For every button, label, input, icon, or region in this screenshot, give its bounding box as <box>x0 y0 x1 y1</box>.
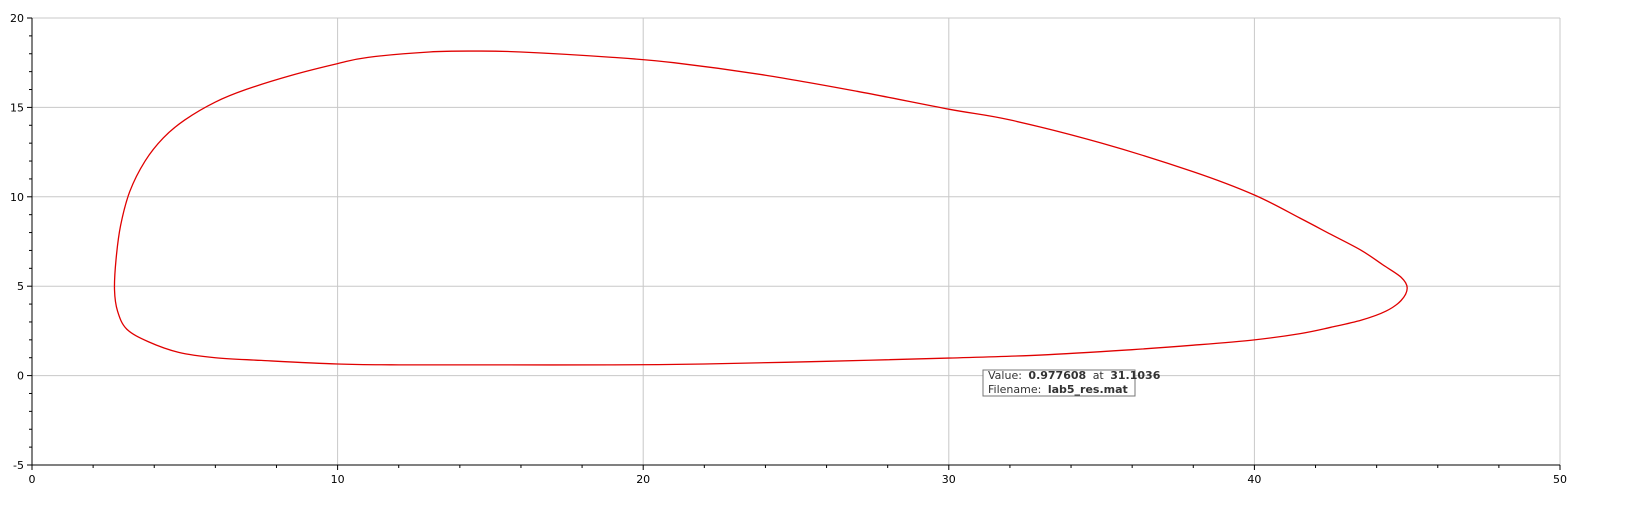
x-tick-label: 30 <box>942 473 956 486</box>
tooltip-value: 0.977608 <box>1028 369 1086 382</box>
y-tick-label: 20 <box>10 12 24 25</box>
tooltip-at-label: at <box>1093 369 1105 382</box>
grid-lines <box>32 17 1561 465</box>
tick-marks <box>27 17 1561 470</box>
tick-labels: 0 10 20 30 40 50 -5 0 5 10 15 20 <box>10 12 1567 486</box>
tooltip: Value: 0.977608 at 31.1036 Filename: lab… <box>982 369 1161 397</box>
x-tick-label: 10 <box>331 473 345 486</box>
y-tick-label: -5 <box>13 459 24 472</box>
axes <box>31 18 1560 466</box>
x-tick-label: 40 <box>1247 473 1261 486</box>
y-tick-label: 0 <box>17 370 24 383</box>
x-tick-label: 50 <box>1553 473 1567 486</box>
y-tick-label: 10 <box>10 191 24 204</box>
curve-layer <box>113 50 1408 366</box>
x-tick-label: 20 <box>636 473 650 486</box>
tooltip-filename-label: Filename: <box>988 383 1041 396</box>
series-line <box>113 50 1408 366</box>
y-tick-label: 5 <box>17 280 24 293</box>
tooltip-value-line: Value: 0.977608 at 31.1036 <box>988 369 1161 382</box>
tooltip-filename-line: Filename: lab5_res.mat <box>988 383 1128 396</box>
y-tick-label: 15 <box>10 101 24 114</box>
tooltip-filename: lab5_res.mat <box>1048 383 1128 396</box>
tooltip-value-label: Value: <box>988 369 1022 382</box>
tooltip-box <box>982 369 1136 397</box>
tooltip-at-value: 31.1036 <box>1110 369 1160 382</box>
x-tick-label: 0 <box>29 473 36 486</box>
